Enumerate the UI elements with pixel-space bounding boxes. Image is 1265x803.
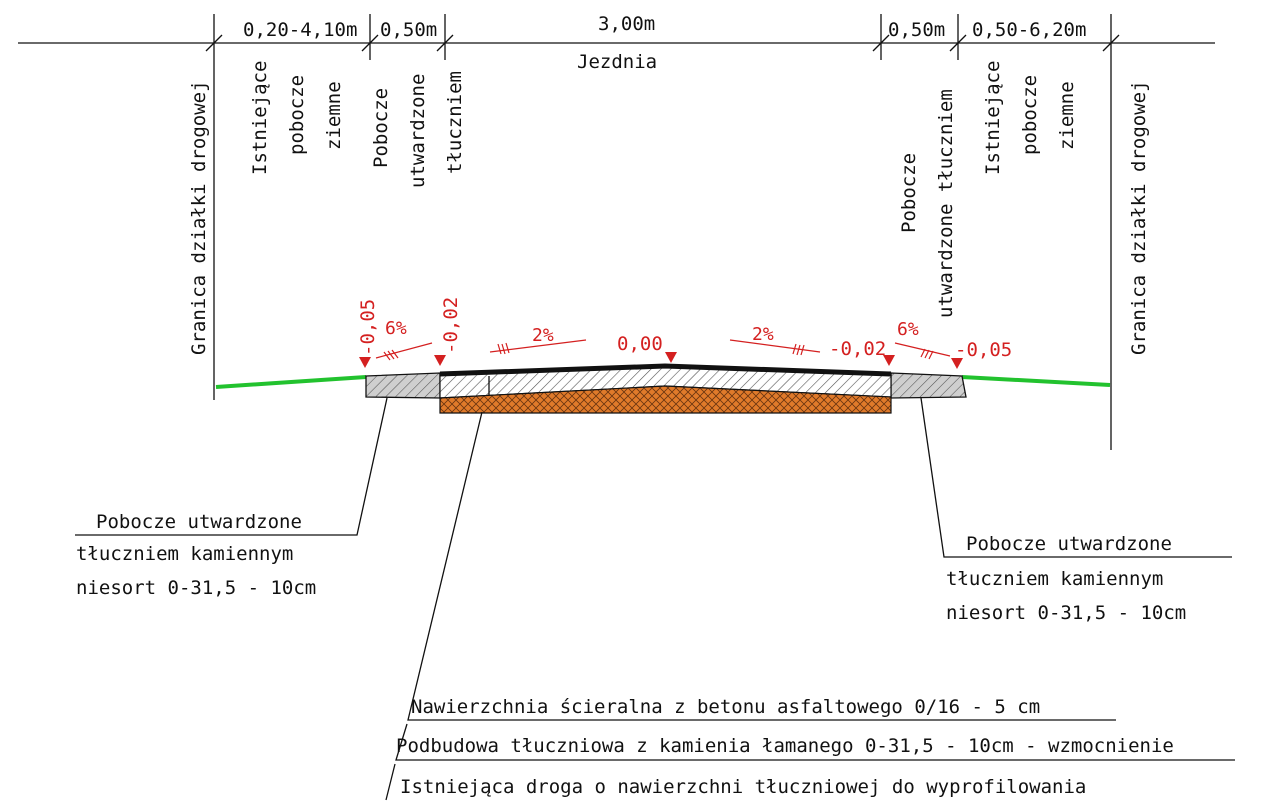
shoulder-left [365,372,441,399]
leader-left-shoulder [75,397,388,536]
dim-existing-right: 0,50-6,20m [972,19,1086,41]
callout-right-line-1: Pobocze utwardzone [966,533,1172,555]
leader-layer-1 [407,411,1116,721]
elevation-marker-4 [883,355,895,366]
existing-right-line-1: Istniejące [982,61,1004,175]
elevation-label-3: 0,00 [617,333,663,355]
elevation-label-2: -0,02 [440,297,462,354]
elevation-marker-5 [951,358,963,369]
base-course-layer [439,385,892,414]
svg-text:6%: 6% [897,319,919,340]
dim-roadway: 3,00m [598,13,655,35]
slope-indicator-2: 2% [489,325,587,355]
shoulder-right [890,372,967,399]
terrain-right [961,375,1111,387]
slope-indicator-1: 6% [375,318,433,361]
svg-text:2%: 2% [532,325,554,346]
layer-base-course: Podbudowa tłuczniowa z kamienia łamanego… [396,735,1174,757]
shoulder-left-line-1: Pobocze [370,88,392,168]
existing-right-line-2: pobocze [1019,75,1041,155]
shoulder-right-line-1: Pobocze [898,153,920,233]
dimension-ticks [205,14,1120,60]
elevation-marker-1 [359,357,371,368]
slope-indicator-3: 2% [729,324,821,356]
layer-wearing-course: Nawierzchnia ścieralna z betonu asfaltow… [411,696,1040,718]
elevation-label-4: -0,02 [829,338,886,360]
asphalt-wearing-course [439,363,892,377]
shoulder-left-line-3: tłuczniem [444,71,466,174]
svg-text:6%: 6% [385,318,407,339]
existing-left-line-1: Istniejące [249,61,271,175]
dim-shoulder-right: 0,50m [888,19,945,41]
elevation-label-1: -0,05 [357,299,379,356]
leader-right-shoulder [920,397,1232,558]
boundary-label-left: Granica działki drogowej [188,80,210,355]
callout-left-line-2: tłuczniem kamiennym [76,543,293,565]
terrain-left [215,375,367,389]
slope-indicator-4: 6% [894,319,951,360]
svg-text:2%: 2% [752,324,774,345]
leader-layer-2 [395,723,1235,761]
dim-shoulder-left: 0,50m [380,19,437,41]
elevation-marker-3 [665,352,677,363]
callout-left-line-1: Pobocze utwardzone [96,511,302,533]
boundary-label-right: Granica działki drogowej [1128,80,1150,355]
existing-right-line-3: ziemne [1056,81,1078,150]
callout-left-line-3: niesort 0-31,5 - 10cm [76,577,316,599]
existing-left-line-3: ziemne [323,81,345,150]
elevation-label-5: -0,05 [955,339,1012,361]
elevation-marker-2 [434,355,446,366]
leader-layer-3 [385,763,396,801]
callout-right-line-2: tłuczniem kamiennym [946,568,1163,590]
shoulder-right-line-2: utwardzone tłuczniem [935,89,957,318]
shoulder-left-line-2: utwardzone [407,74,429,188]
callout-right-line-3: niesort 0-31,5 - 10cm [946,602,1186,624]
layer-existing-road: Istniejąca droga o nawierzchni tłuczniow… [400,776,1086,798]
dim-existing-left: 0,20-4,10m [243,19,357,41]
existing-left-line-2: pobocze [286,75,308,155]
roadway-label: Jezdnia [577,51,657,73]
